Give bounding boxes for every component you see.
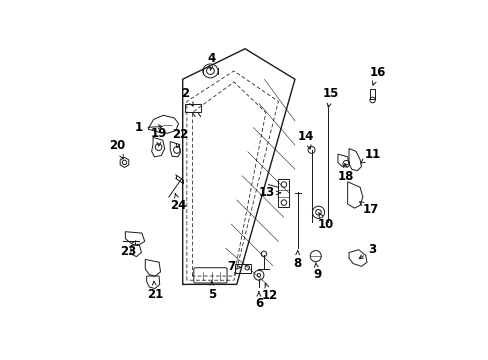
Text: 3: 3	[358, 243, 376, 258]
Text: 18: 18	[337, 163, 354, 183]
Text: 21: 21	[146, 281, 163, 301]
Text: 10: 10	[317, 213, 333, 231]
Bar	[185, 104, 200, 112]
Text: 8: 8	[293, 251, 301, 270]
Text: 1: 1	[134, 121, 162, 134]
Text: 19: 19	[151, 127, 167, 146]
Text: 14: 14	[297, 130, 314, 149]
Text: 9: 9	[312, 262, 321, 281]
Text: 7: 7	[227, 260, 241, 273]
Text: 17: 17	[359, 202, 379, 216]
Text: 15: 15	[322, 87, 339, 107]
Text: 12: 12	[262, 283, 278, 302]
Text: 23: 23	[120, 241, 137, 258]
Text: 20: 20	[109, 139, 125, 159]
Bar	[369, 89, 374, 99]
Text: 5: 5	[207, 281, 216, 301]
Text: 2: 2	[181, 87, 193, 106]
Bar	[278, 179, 289, 207]
Text: 13: 13	[258, 186, 280, 199]
Text: 16: 16	[368, 66, 385, 85]
Text: 4: 4	[207, 52, 216, 71]
Bar	[234, 264, 251, 273]
Text: 22: 22	[171, 128, 188, 148]
Text: 6: 6	[254, 292, 263, 310]
Text: 24: 24	[170, 193, 186, 212]
Text: 11: 11	[360, 148, 380, 163]
